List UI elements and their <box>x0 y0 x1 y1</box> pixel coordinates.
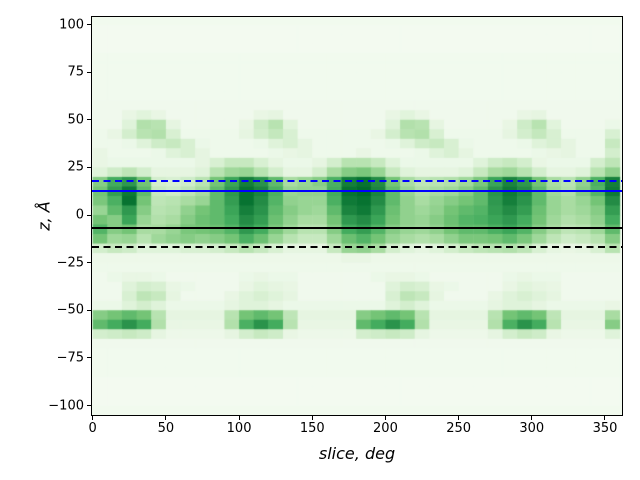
x-tick-mark <box>311 416 313 420</box>
x-tick-mark <box>458 416 460 420</box>
x-tick-mark <box>92 416 94 420</box>
y-tick-label: −75 <box>56 350 84 366</box>
y-tick-label: 25 <box>67 159 84 175</box>
hline-blue-solid <box>92 190 622 193</box>
y-tick-mark <box>87 214 91 216</box>
x-tick-mark <box>238 416 240 420</box>
y-tick-mark <box>87 262 91 264</box>
x-tick-label: 150 <box>299 421 325 436</box>
x-tick-mark <box>531 416 533 420</box>
y-tick-label: −25 <box>56 255 84 271</box>
y-tick-mark <box>87 119 91 121</box>
y-tick-mark <box>87 357 91 359</box>
x-tick-label: 250 <box>446 421 472 436</box>
y-tick-mark <box>87 71 91 73</box>
y-tick-mark <box>87 166 91 168</box>
plot-area <box>91 16 623 416</box>
y-tick-mark <box>87 309 91 311</box>
y-tick-mark <box>87 405 91 406</box>
hline-black-solid <box>92 227 622 230</box>
x-tick-mark <box>604 416 606 420</box>
x-tick-label: 200 <box>373 421 398 436</box>
y-tick-label: 50 <box>67 112 84 128</box>
y-tick-label: −100 <box>48 398 84 413</box>
x-tick-label: 100 <box>226 421 252 436</box>
x-tick-mark <box>384 416 386 420</box>
heatmap-canvas <box>92 17 622 415</box>
y-tick-mark <box>87 24 91 25</box>
y-tick-label: 100 <box>59 17 84 32</box>
x-tick-label: 0 <box>88 421 97 436</box>
y-tick-label: −50 <box>56 302 84 318</box>
x-tick-label: 50 <box>157 421 175 436</box>
y-axis-label: z, Å <box>34 201 54 231</box>
hline-blue-dashed <box>92 179 622 182</box>
y-tick-label: 75 <box>67 64 84 80</box>
x-axis-label: slice, deg <box>318 444 396 463</box>
x-tick-mark <box>165 416 167 420</box>
y-tick-label: 0 <box>75 207 84 223</box>
x-tick-label: 350 <box>592 421 618 436</box>
hline-black-dashed <box>92 246 622 249</box>
x-tick-label: 300 <box>519 421 545 436</box>
